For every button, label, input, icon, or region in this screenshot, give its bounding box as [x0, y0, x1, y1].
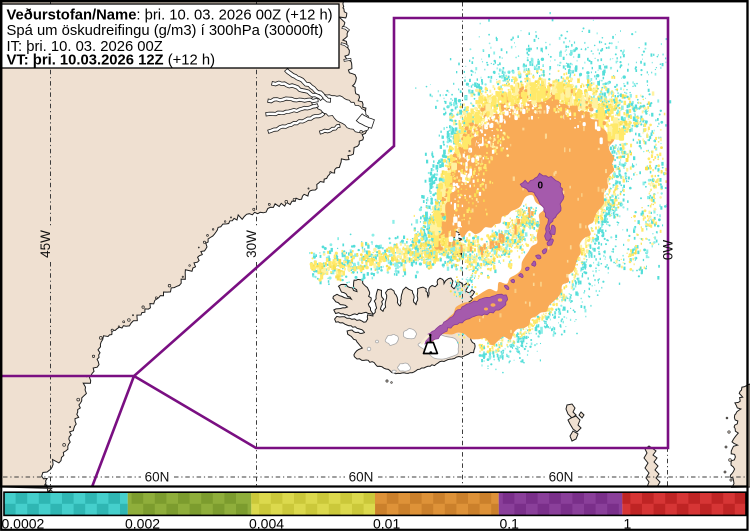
svg-text:60N: 60N: [349, 470, 374, 485]
svg-text:45W: 45W: [38, 230, 53, 258]
svg-text:30W: 30W: [244, 230, 259, 258]
svg-text:60N: 60N: [145, 470, 170, 485]
svg-text:60N: 60N: [549, 470, 574, 485]
